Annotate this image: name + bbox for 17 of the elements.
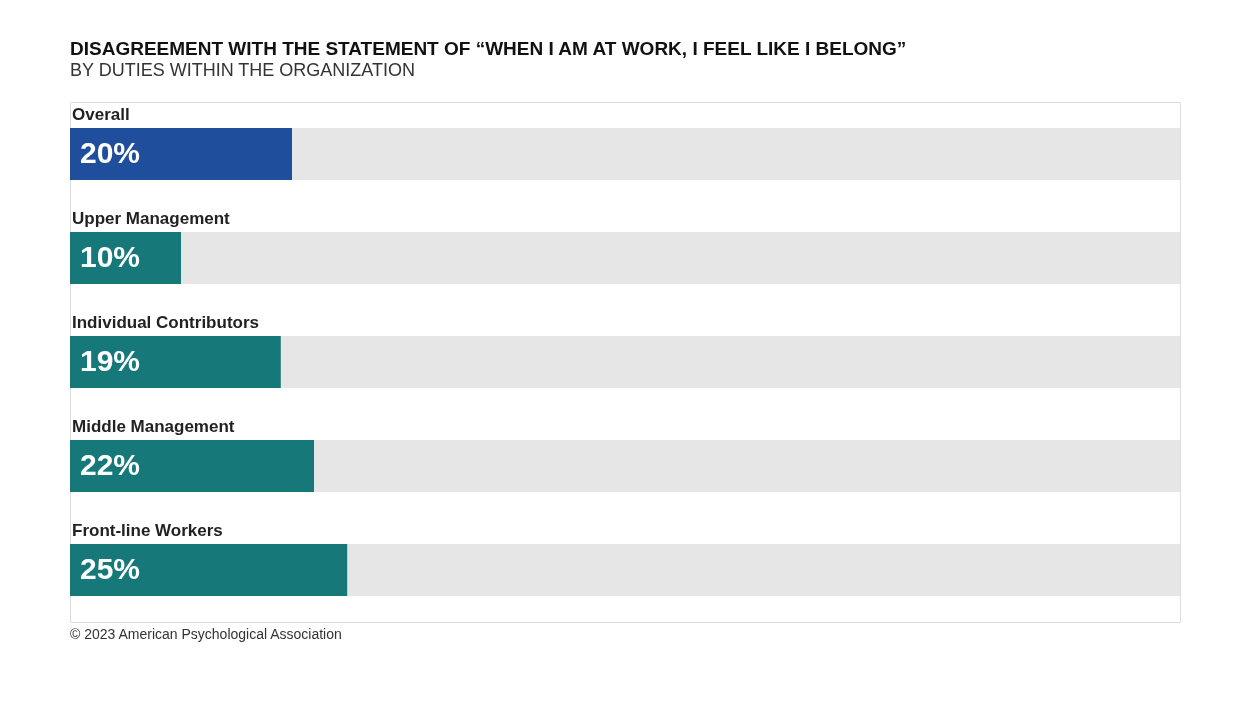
y-tick-label: Upper Management: [72, 209, 231, 228]
text: © 2023 American Psychological Association: [70, 626, 342, 642]
y-tick-label: Overall: [72, 105, 130, 124]
bar: [70, 128, 292, 180]
bar: [70, 440, 315, 492]
data-label: 22%: [80, 448, 141, 481]
chart-subtitle: BY DUTIES WITHIN THE ORGANIZATION: [70, 60, 416, 80]
y-tick-label: Individual Contributors: [72, 313, 259, 332]
y-tick-label: Middle Management: [72, 417, 235, 436]
data-label: 25%: [80, 552, 141, 585]
data-label: 10%: [80, 240, 141, 273]
chart-title: DISAGREEMENT WITH THE STATEMENT OF “WHEN I AM AT WORK, I FEEL LIKE I BELONG”: [70, 38, 907, 59]
data-label: 19%: [80, 344, 141, 377]
bar: [70, 336, 281, 388]
data-label: 20%: [80, 136, 141, 169]
y-tick-label: Front-line Workers: [72, 521, 223, 540]
bar: [70, 544, 348, 596]
